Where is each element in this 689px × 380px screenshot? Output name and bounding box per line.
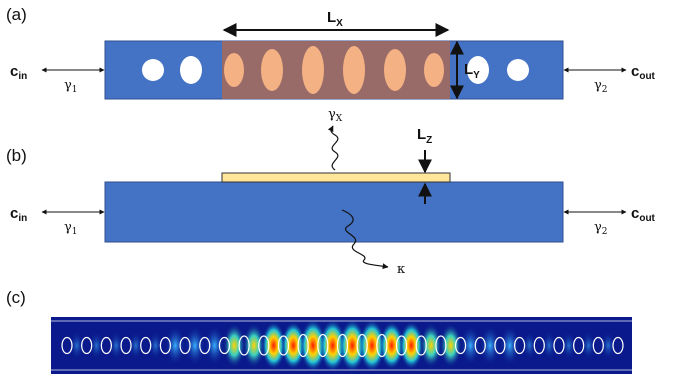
field-intensity-lobe [299, 319, 326, 372]
gamma2-label-a: γ2 [594, 78, 608, 95]
cavity-hole [224, 53, 244, 87]
field-map-hole-outline [573, 336, 585, 355]
field-intensity-lobe [439, 323, 462, 368]
field-map-hole-outline [199, 336, 211, 355]
field-map-hole-outline [533, 336, 545, 355]
field-map-hole-outline [81, 336, 93, 355]
cin-label-b: cin [10, 205, 27, 224]
cin-label-a: cin [10, 63, 27, 82]
field-intensity-lobe [148, 331, 163, 360]
field-map-hole-outline [395, 335, 408, 356]
field-intensity-lobe [184, 325, 205, 366]
waveguide-side-view [104, 181, 564, 243]
field-intensity-lobe [420, 323, 443, 368]
field-intensity-lobe [561, 331, 576, 360]
field-intensity-lobe [581, 331, 596, 360]
cavity-hole [302, 46, 324, 94]
panel-label-a: (a) [6, 5, 27, 24]
field-map-hole-outline [454, 336, 467, 355]
field-intensity-lobe [399, 321, 424, 370]
field-map-hole-outline [238, 335, 250, 356]
gamma1-label-a: γ1 [64, 78, 78, 95]
air-hole [507, 59, 529, 81]
cavity-hole [343, 46, 365, 94]
air-hole [142, 59, 164, 81]
field-intensity-lobe [128, 331, 143, 360]
field-map-hole-outline [553, 336, 565, 355]
field-intensity-lobe [542, 331, 557, 360]
field-map-hole-outline [218, 336, 231, 355]
air-hole [467, 56, 489, 84]
field-intensity-lobe [379, 321, 404, 370]
field-map-hole-outline [140, 336, 152, 355]
cavity-hole [384, 49, 406, 91]
field-map-hole-outline [61, 336, 73, 355]
kappa-label: κ [397, 262, 405, 277]
panel-label-b: (b) [6, 146, 27, 165]
field-map-hole-outline [258, 335, 270, 356]
gold-layer [221, 172, 451, 183]
field-intensity-lobe [204, 325, 225, 366]
field-map-hole-outline [415, 335, 427, 356]
field-map-hole-outline [494, 336, 506, 355]
lz-label: LZ [417, 126, 432, 146]
cavity-hole [424, 53, 444, 87]
field-map-hole-outline [612, 336, 624, 355]
field-map-hole-outline [100, 336, 112, 355]
kappa-loss-arrow [341, 209, 389, 270]
field-map-hole-outline [297, 333, 309, 358]
field-map-hole-outline [336, 333, 349, 358]
air-hole [180, 56, 202, 84]
cout-label-b: cout [631, 205, 656, 224]
gamma1-label-b: γ1 [64, 220, 78, 237]
field-map-hole-outline [179, 336, 191, 355]
field-intensity-lobe [319, 319, 346, 372]
field-intensity-lobe [242, 323, 265, 368]
field-map-hole-outline [120, 336, 132, 355]
field-map-hole-outline [277, 335, 290, 356]
field-intensity-lobe [69, 331, 84, 360]
field-map-hole-outline [317, 333, 329, 358]
cavity-hole [261, 49, 283, 91]
field-intensity-lobe [522, 331, 537, 360]
field-intensity-lobe [223, 323, 246, 368]
field-intensity-lobe [499, 325, 520, 366]
field-map-hole-outline [592, 336, 604, 355]
field-intensity-lobe [261, 321, 286, 370]
cavity-region [222, 41, 450, 99]
gammax-radiation-arrow [327, 125, 339, 171]
field-intensity-map [51, 317, 632, 374]
field-map-hole-outline [514, 336, 526, 355]
field-map-hole-outline [376, 333, 388, 358]
field-intensity-lobe [601, 331, 616, 360]
field-intensity-lobe [339, 319, 366, 372]
lx-label: LX [327, 9, 343, 29]
field-intensity-lobe [460, 325, 481, 366]
gammax-label: γX [328, 107, 343, 124]
field-intensity-lobe [89, 331, 104, 360]
field-map-hole-outline [435, 335, 447, 356]
field-intensity-lobe [165, 325, 186, 366]
cout-label-a: cout [631, 63, 656, 82]
field-map-hole-outline [356, 333, 368, 358]
field-intensity-lobe [281, 321, 306, 370]
field-map-hole-outline [474, 336, 486, 355]
field-map-hole-outline [159, 336, 171, 355]
field-intensity-lobe [480, 325, 501, 366]
field-intensity-lobe [109, 331, 124, 360]
gamma2-label-b: γ2 [594, 220, 608, 237]
field-intensity-lobe [359, 319, 386, 372]
ly-label: LY [464, 61, 480, 81]
panel-label-c: (c) [6, 288, 26, 307]
